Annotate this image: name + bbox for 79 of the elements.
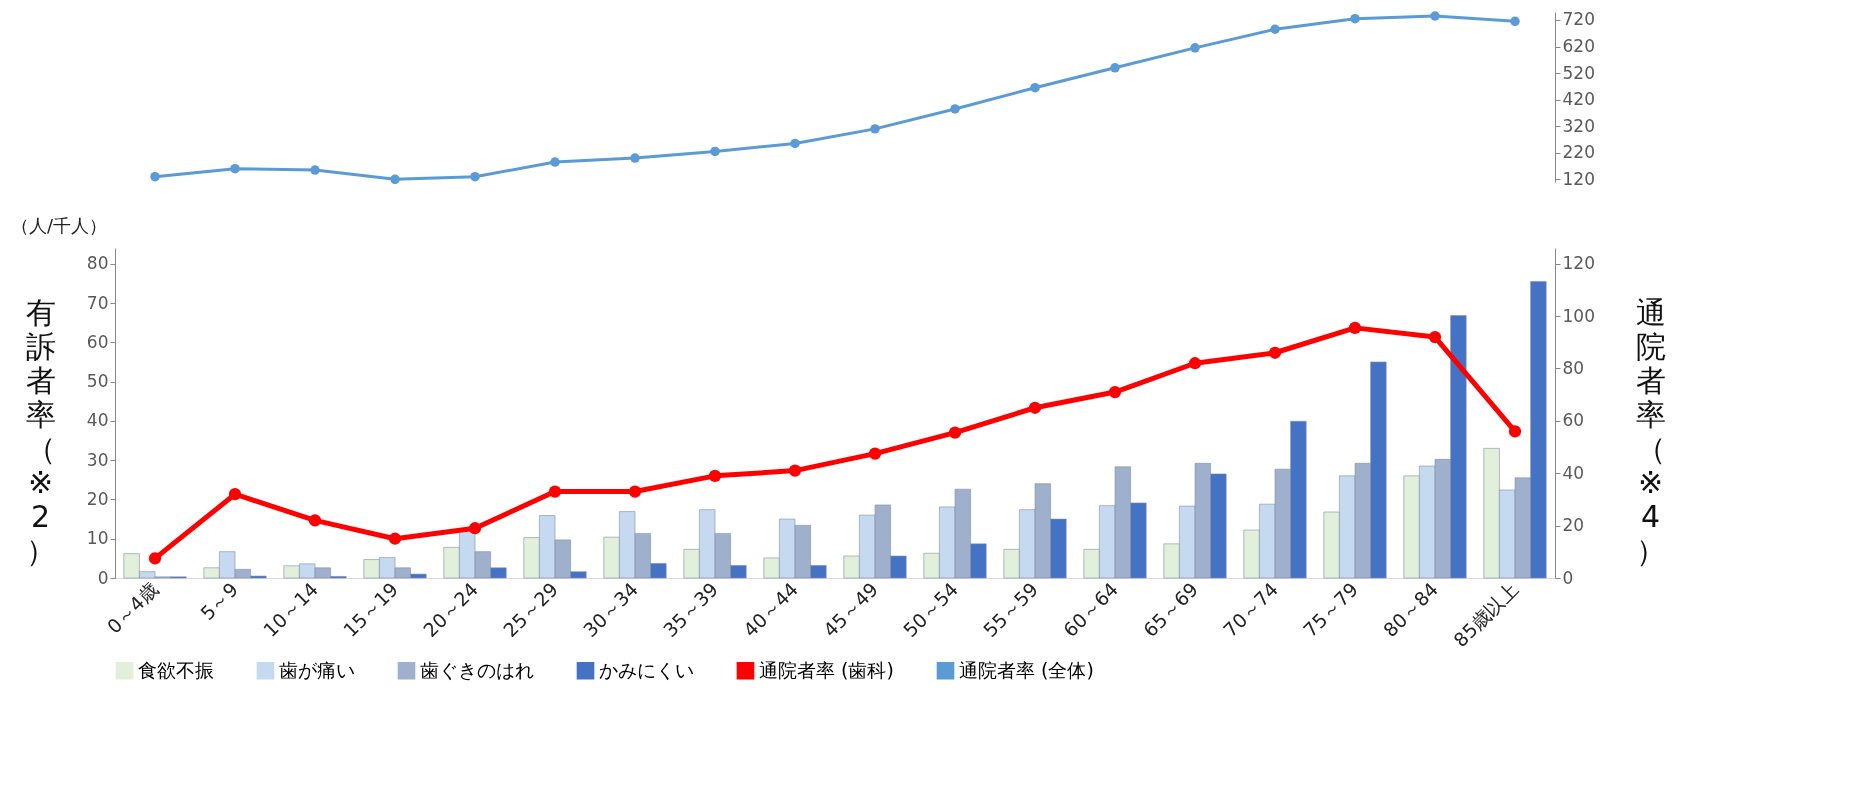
point [1430, 11, 1440, 21]
legend-label: 歯ぐきのはれ [420, 658, 534, 681]
x-tick-label: 50～54 [898, 578, 963, 642]
y-tick-label: 0 [97, 567, 109, 588]
point [788, 464, 802, 477]
point [950, 104, 960, 114]
x-tick-label: 70～74 [1218, 578, 1283, 642]
legend-label: 歯が痛い [279, 658, 355, 681]
point [388, 532, 402, 545]
x-tick-label: 10～14 [258, 578, 323, 642]
y-tick-label: 520 [1562, 62, 1595, 83]
y-tick-label: 30 [86, 449, 109, 470]
x-tick-label: 15～19 [338, 578, 403, 642]
legend-label: かみにくい [599, 658, 694, 681]
y-tick-label: 20 [86, 488, 109, 509]
point [148, 552, 162, 565]
point [310, 165, 320, 175]
point [630, 153, 640, 163]
point [948, 426, 962, 439]
point [550, 157, 560, 167]
x-tick-label: 80～84 [1378, 578, 1443, 642]
y2-tick-label: 100 [1562, 305, 1595, 326]
point [628, 485, 642, 498]
y-tick-label: 620 [1562, 36, 1595, 57]
x-tick-label: 85歳以上 [1449, 578, 1523, 651]
point [230, 163, 240, 174]
y-axis-title: 有訴者率（※2） [25, 294, 56, 568]
y-tick-label: 120 [1562, 168, 1595, 189]
x-tick-label: 60～64 [1058, 578, 1123, 642]
point [710, 146, 720, 157]
x-tick-label: 55～59 [978, 578, 1043, 642]
legend-label: 通院者率 (全体) [959, 658, 1094, 681]
point [708, 469, 722, 482]
point [790, 138, 800, 149]
x-tick-label: 40～44 [738, 578, 803, 642]
y-tick-label: 320 [1562, 115, 1595, 136]
point [390, 174, 400, 185]
point [470, 171, 480, 182]
x-tick-label: 45～49 [818, 578, 883, 642]
x-tick-label: 65～69 [1138, 578, 1203, 642]
y-tick-label: 10 [86, 528, 109, 549]
point [1030, 82, 1040, 93]
x-tick-label: 25～29 [498, 578, 563, 642]
legend-label: 食欲不振 [138, 658, 214, 681]
point [1110, 63, 1120, 73]
point [1190, 43, 1200, 53]
y-tick-label: 720 [1562, 9, 1595, 30]
point [1348, 321, 1362, 334]
point [1270, 24, 1280, 34]
x-tick-label: 30～34 [578, 578, 643, 642]
point [1428, 330, 1442, 344]
x-tick-label: 35～39 [658, 578, 723, 642]
point [1268, 346, 1282, 359]
y-tick-label: 420 [1562, 89, 1595, 110]
point [468, 522, 482, 535]
x-tick-label: 20～24 [418, 578, 483, 642]
text: （人/千人） [10, 215, 107, 236]
point [1508, 425, 1522, 438]
point [1510, 16, 1520, 27]
y-tick-label: 60 [86, 331, 109, 352]
y-tick-label: 70 [86, 292, 109, 313]
x-tick-label: 75～79 [1298, 578, 1363, 642]
point [548, 485, 562, 498]
point [870, 124, 880, 134]
point [1108, 385, 1122, 399]
point [1350, 13, 1360, 24]
point [868, 447, 882, 460]
x-tick-label: 5～9 [195, 578, 243, 625]
legend-label: 通院者率 (歯科) [759, 658, 894, 681]
point [1188, 357, 1202, 370]
y-tick-label: 80 [86, 253, 109, 274]
y-tick-label: 220 [1562, 142, 1595, 163]
y-tick-label: 50 [86, 371, 109, 392]
point [308, 514, 322, 527]
point [228, 488, 242, 501]
y-tick-label: 40 [86, 410, 109, 431]
point [1028, 401, 1042, 414]
y2-axis-title: 通院者率（※4） [1635, 294, 1666, 568]
point [150, 171, 160, 182]
